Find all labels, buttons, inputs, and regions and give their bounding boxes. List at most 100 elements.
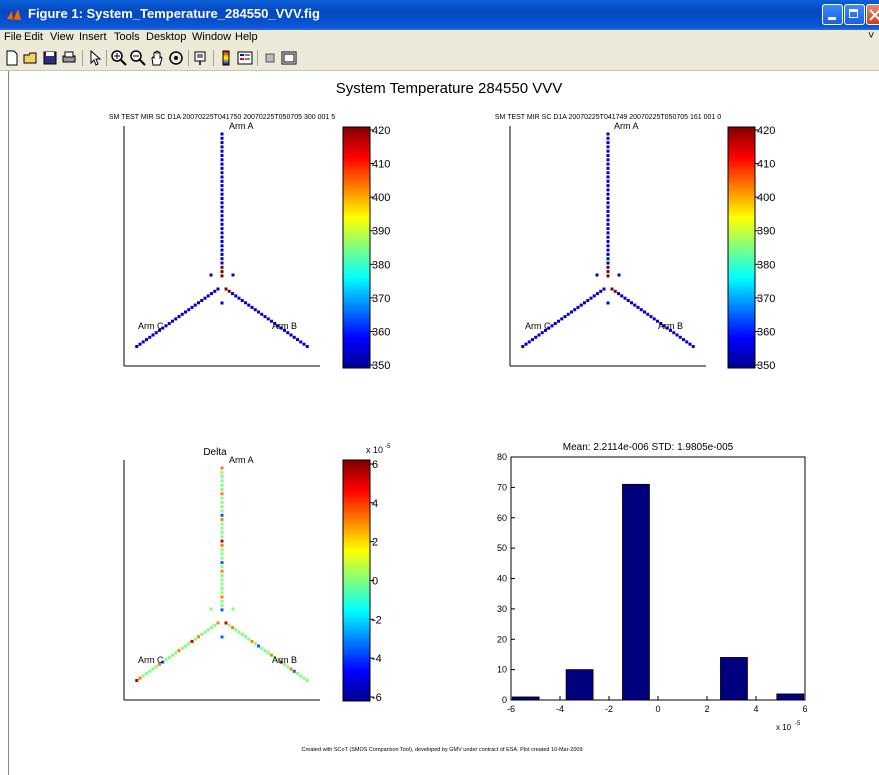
panel-bl-marker [190,639,194,643]
menu-desktop[interactable]: Desktop [146,31,187,43]
panel-bl-marker [220,479,224,483]
panel-tr-colorbar-tick-label: 400 [757,192,775,204]
menu-insert[interactable]: Insert [79,31,107,43]
panel-bl-marker [180,646,184,650]
hide-plot-tools-icon[interactable] [261,49,279,67]
menu-edit[interactable]: Edit [24,31,43,43]
panel-tr-marker [560,317,564,321]
panel-tl-arm-b-label: Arm B [272,321,297,331]
minimize-button[interactable] [822,4,843,25]
panel-bl-arm-c-label: Arm C [138,655,164,665]
panel-tr-marker [553,322,557,325]
panel-tl-marker [227,289,231,293]
menu-tools[interactable]: Tools [114,31,140,43]
panel-tl-marker [167,322,171,325]
maximize-button[interactable] [844,4,865,25]
panel-tl-marker [190,305,194,309]
panel-tl-marker [231,273,235,277]
menu-overflow-icon[interactable]: ˅ [868,30,875,42]
panel-bl-marker [164,658,168,662]
panel-bl-marker [220,574,224,577]
show-plot-tools-icon[interactable] [280,49,298,67]
close-button[interactable] [866,4,879,25]
print-icon[interactable] [60,49,78,67]
panel-tl-marker [220,197,224,200]
window-title: Figure 1: System_Temperature_284550_VVV.… [28,6,320,21]
panel-bl-marker [289,667,293,671]
zoom-in-icon[interactable] [110,49,128,67]
save-icon[interactable] [41,49,59,67]
panel-tr-marker [599,289,603,293]
panel-tl-marker [279,326,283,330]
panel-tl-marker [220,248,224,252]
panel-tl-marker [220,184,224,188]
panel-bl-marker [220,608,224,612]
menu-file[interactable]: File [4,31,22,43]
panel-tr-marker [646,312,650,316]
panel-tl-marker [220,201,224,205]
panel-tr-marker [662,324,666,328]
panel-tr-marker [606,270,610,274]
panel-bl-marker [260,646,264,650]
panel-tr-colorbar [727,126,756,369]
panel-bl-marker [197,635,200,639]
new-file-icon[interactable] [3,49,21,67]
panel-tl-marker [141,340,145,344]
panel-tl-marker [220,166,224,170]
panel-bl-marker [299,674,303,678]
panel-bl-marker [220,483,224,487]
panel-tl-marker [171,319,174,323]
panel-tl-marker [263,315,267,319]
data-cursor-icon[interactable] [192,49,210,67]
panel-bl-title: Delta [203,447,227,458]
pointer-icon[interactable] [86,49,104,67]
colorbar-icon[interactable] [217,49,235,67]
panel-bl-marker [174,651,178,655]
panel-tr-marker [665,326,669,330]
legend-icon[interactable] [236,49,254,67]
panel-tr-marker [688,342,692,346]
panel-bl-markers [135,466,309,682]
panel-tl-marker [220,192,224,196]
panel-tl-marker [220,301,224,305]
panel-bl-marker [220,552,224,556]
histogram-y-tick-label: 30 [497,604,507,614]
panel-tr-marker [685,340,689,344]
panel-tr-marker [566,312,570,316]
panel-bl-marker [247,637,251,641]
panel-bl-colorbar-tick-label: -4 [372,653,382,665]
pan-hand-icon[interactable] [148,49,166,67]
panel-tl-marker [193,303,197,307]
histogram-y-tick-label: 60 [497,513,507,523]
panel-tr-marker [547,326,551,330]
panel-bl-marker [296,672,299,676]
panel-tl-marker [253,308,257,312]
panel-bl-marker [220,556,224,560]
panel-tr-marker [606,136,610,140]
panel-tl-marker [220,188,224,192]
menu-view[interactable]: View [50,31,74,43]
panel-tl-marker [151,333,155,337]
panel-tr-marker [639,308,643,312]
panel-tr-marker [606,218,610,222]
panel-tl-marker [145,338,148,342]
menu-help[interactable]: Help [235,31,258,43]
window-titlebar[interactable]: Figure 1: System_Temperature_284550_VVV.… [0,0,879,30]
panel-tl-marker [220,235,224,239]
panel-tr-axes [509,126,706,367]
panel-tr-marker [606,240,610,243]
panel-tr-marker [531,338,534,342]
panel-tl-marker [164,324,168,328]
rotate-3d-icon[interactable] [167,49,185,67]
panel-tr-marker [606,231,610,235]
zoom-out-icon[interactable] [129,49,147,67]
panel-bl-marker [220,569,224,573]
menu-window[interactable]: Window [192,31,232,43]
panel-tr-colorbar-tick-label: 390 [757,226,775,238]
histogram-x-tick-label: 4 [753,704,758,714]
panel-tr-marker [606,274,610,278]
open-folder-icon[interactable] [22,49,40,67]
panel-tl-colorbar-tick-label: 380 [372,259,390,271]
histogram-bar [720,657,748,701]
histogram-y-tick-label: 20 [497,634,507,644]
